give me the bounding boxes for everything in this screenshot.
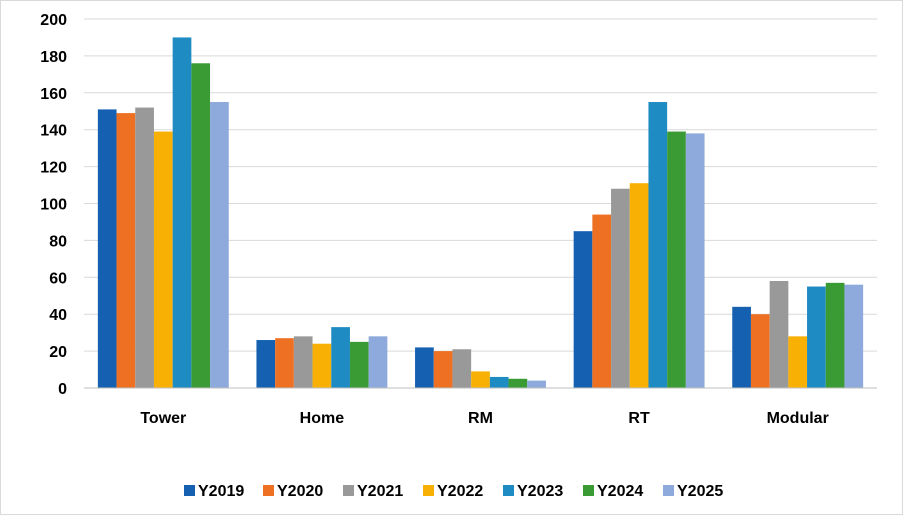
legend-label-y2024: Y2024 (597, 483, 643, 500)
bar-y2024-tower (191, 63, 211, 388)
bar-y2023-modular (807, 286, 826, 388)
bar-y2024-rt (667, 131, 686, 389)
bar-y2021-rm (452, 349, 472, 388)
y-tick-label: 20 (49, 344, 67, 361)
y-tick-label: 0 (58, 381, 67, 398)
bar-y2024-home (349, 341, 369, 388)
y-tick-label: 180 (40, 49, 67, 66)
x-category-label: Modular (767, 410, 829, 427)
legend-label-y2025: Y2025 (677, 483, 723, 500)
legend: Y2019 Y2020 Y2021 Y2022 Y2023 Y2024 Y2025 (184, 483, 723, 500)
legend-swatch-y2021 (343, 485, 354, 496)
legend-swatch-y2023 (503, 485, 514, 496)
bar-y2019-modular (732, 306, 751, 388)
bar-y2021-tower (135, 107, 154, 388)
bar-y2020-rm (433, 351, 453, 388)
legend-label-y2019: Y2019 (198, 483, 244, 500)
x-category-label: Tower (140, 410, 186, 427)
legend-swatch-y2025 (663, 485, 674, 496)
x-category-label: RT (628, 410, 650, 427)
bar-y2022-rt (629, 183, 649, 388)
bar-y2020-home (275, 338, 294, 388)
y-tick-label: 140 (40, 123, 67, 140)
bar-y2025-modular (844, 284, 864, 388)
bar-y2019-rt (573, 231, 593, 388)
bar-y2023-home (331, 327, 350, 388)
bar-y2023-rt (648, 102, 668, 389)
legend-label-y2021: Y2021 (357, 483, 403, 500)
y-tick-label: 120 (40, 160, 67, 177)
legend-label-y2022: Y2022 (437, 483, 483, 500)
bar-y2022-tower (153, 131, 173, 389)
y-axis-ticks: 0 20 40 60 80 100 120 140 160 180 200 (40, 12, 67, 398)
legend-swatch-y2019 (184, 485, 195, 496)
legend-swatch-y2024 (583, 485, 594, 496)
y-tick-label: 100 (40, 197, 67, 214)
bar-y2021-modular (769, 280, 789, 388)
y-tick-label: 160 (40, 86, 67, 103)
legend-swatch-y2020 (263, 485, 274, 496)
bar-y2025-tower (210, 102, 229, 389)
bar-y2019-rm (415, 347, 434, 388)
bar-y2021-home (293, 336, 313, 388)
x-category-label: Home (300, 410, 345, 427)
x-category-label: RM (468, 410, 493, 427)
bar-y2022-home (312, 343, 332, 388)
bar-y2022-modular (788, 336, 808, 388)
legend-label-y2020: Y2020 (277, 483, 323, 500)
legend-swatch-y2022 (423, 485, 434, 496)
bar-y2023-rm (489, 376, 509, 388)
bar-y2022-rm (471, 371, 490, 388)
bar-y2025-home (368, 336, 388, 388)
bar-y2019-tower (97, 109, 117, 388)
y-tick-label: 80 (49, 233, 67, 250)
bar-y2020-modular (750, 314, 770, 388)
x-axis-categories: Tower Home RM RT Modular (140, 410, 828, 427)
bars (97, 37, 864, 389)
legend-label-y2023: Y2023 (517, 483, 563, 500)
bar-y2025-rm (527, 380, 546, 388)
bar-y2020-rt (592, 214, 612, 388)
y-tick-label: 40 (49, 307, 67, 324)
y-tick-label: 200 (40, 12, 67, 29)
bar-y2021-rt (611, 188, 630, 388)
bar-y2019-home (256, 340, 276, 388)
bar-y2024-modular (825, 282, 845, 388)
bar-y2020-tower (116, 113, 136, 388)
y-tick-label: 60 (49, 270, 67, 287)
bar-y2023-tower (172, 37, 192, 388)
bar-y2025-rt (685, 133, 705, 388)
bar-y2024-rm (508, 378, 528, 388)
